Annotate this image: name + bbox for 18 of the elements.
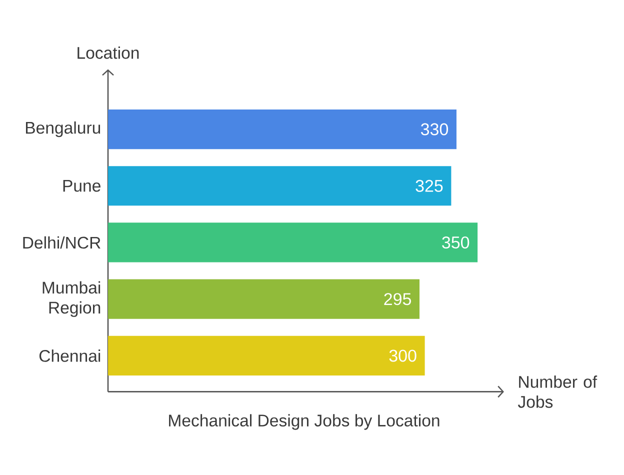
y-axis-title: Location — [78, 46, 139, 59]
bar — [108, 166, 452, 206]
y-tick-label: Mumbai Region — [42, 281, 100, 317]
data-label: 300 — [389, 350, 416, 362]
bar — [108, 109, 456, 150]
data-label: 295 — [384, 293, 411, 306]
y-tick-label: Delhi/NCR — [23, 236, 100, 249]
bar — [108, 222, 478, 262]
data-label: 325 — [416, 180, 443, 192]
y-tick-label: Bengaluru — [26, 121, 100, 138]
x-axis-title: Number of Jobs — [518, 376, 598, 408]
bar — [108, 279, 420, 319]
y-tick-label: Pune — [63, 180, 100, 192]
bar — [108, 336, 425, 376]
data-label: 350 — [442, 236, 470, 249]
y-tick-label: Chennai — [39, 350, 100, 362]
text: Mechanical Design Jobs by Location — [169, 414, 440, 430]
data-label: 330 — [420, 123, 448, 136]
